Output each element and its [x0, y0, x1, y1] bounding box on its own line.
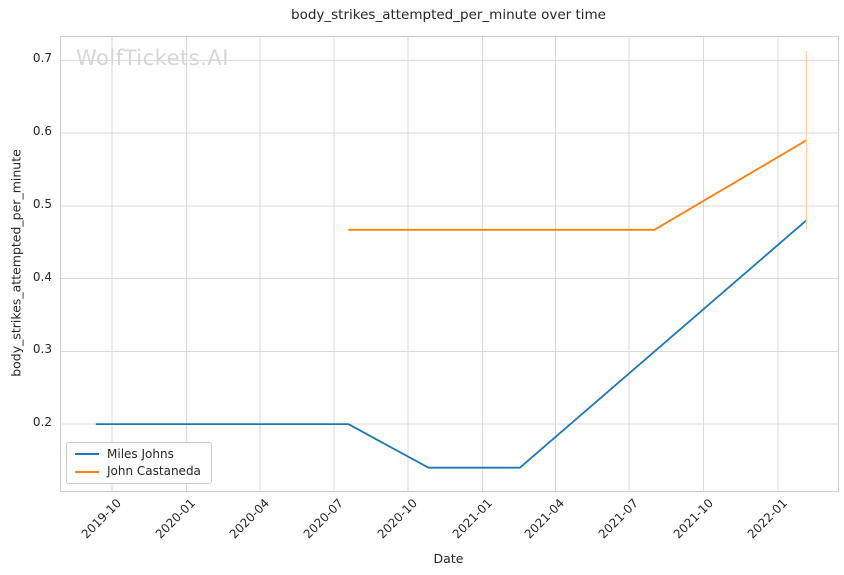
chart-title: body_strikes_attempted_per_minute over t… [291, 7, 606, 23]
x-tick-label: 2021-07 [595, 496, 642, 542]
x-tick-label: 2021-04 [522, 496, 568, 542]
y-tick-label: 0.4 [32, 269, 52, 284]
legend-line-swatch [75, 453, 99, 456]
x-tick-label: 2019-10 [78, 496, 124, 542]
x-tick-label: 2020-04 [226, 496, 273, 542]
y-tick-label: 0.5 [32, 196, 52, 211]
y-tick-label: 0.2 [32, 415, 52, 430]
watermark: WolfTickets.AI [76, 46, 229, 70]
legend-line-swatch [75, 470, 99, 473]
x-tick-label: 2021-01 [449, 496, 495, 542]
plot-canvas [61, 37, 838, 491]
legend: Miles Johns John Castaneda [66, 442, 212, 484]
x-tick-label: 2020-10 [374, 496, 421, 542]
x-tick-label: 2021-10 [670, 496, 716, 542]
x-tick-label: 2020-01 [152, 496, 199, 542]
plot-area: WolfTickets.AI [60, 36, 839, 492]
x-axis-label: Date [433, 551, 464, 566]
x-tick-label: 2022-01 [744, 496, 791, 542]
y-tick-label: 0.7 [32, 51, 52, 66]
legend-label: John Castaneda [107, 464, 201, 478]
y-tick-label: 0.6 [32, 124, 52, 139]
y-tick-label: 0.3 [32, 342, 52, 357]
x-tick-label: 2020-07 [300, 496, 346, 542]
series-line-miles-johns [95, 219, 807, 469]
legend-item-miles-johns: Miles Johns [75, 446, 201, 461]
legend-item-john-castaneda: John Castaneda [75, 464, 201, 478]
legend-label: Miles Johns [107, 446, 174, 461]
series-line-john-castaneda [348, 139, 807, 231]
